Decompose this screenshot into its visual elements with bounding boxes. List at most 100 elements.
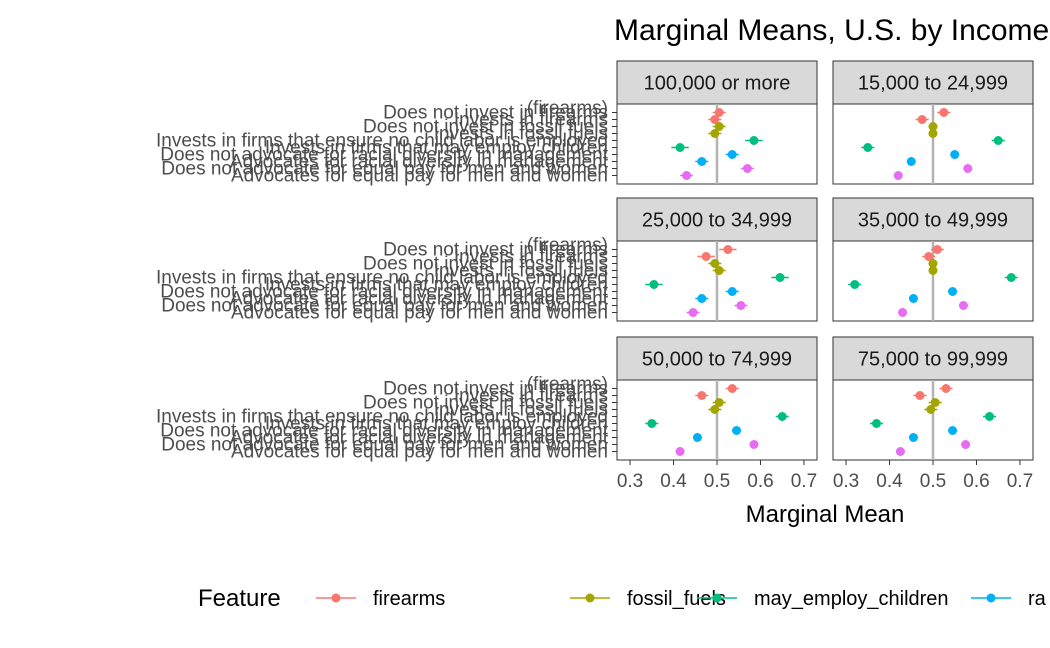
data-point [928, 259, 938, 268]
y-tick-label: Invests in firms that may employ childre… [265, 414, 608, 435]
y-tick-label: Advocates for racial diversity in manage… [230, 428, 609, 449]
data-point [727, 384, 737, 393]
y-tick-label: Invests in firearms [454, 110, 608, 131]
data-point [692, 433, 702, 442]
legend-label: fossil_fuels [627, 588, 726, 610]
data-point [714, 398, 724, 407]
y-tick-label: Does not invest in firearms [383, 240, 608, 261]
data-point [710, 115, 720, 124]
y-tick-label: Does not invest in firearms [383, 103, 608, 124]
data-point [714, 266, 724, 275]
legend-item: fossil_fuels [570, 588, 726, 610]
data-point [647, 419, 657, 428]
data-point [926, 405, 936, 414]
y-tick-label: Does not advocate for equal pay for men … [161, 296, 608, 317]
y-tick-label: Invests in firearms [454, 247, 608, 268]
y-tick-label: Does not invest in firearms [383, 379, 608, 400]
y-tick-label: Invests in firms that may employ childre… [265, 138, 608, 159]
facet-strip-label: 15,000 to 24,999 [858, 73, 1008, 95]
x-axis-title: Marginal Mean [746, 501, 905, 528]
x-tick-label: 0.6 [747, 471, 773, 492]
y-tick-label: Does not advocate for racial diversity i… [160, 282, 609, 303]
y-tick-label: Does not advocate for racial diversity i… [160, 145, 609, 166]
data-point [963, 164, 973, 173]
facet-panel: 75,000 to 99,999 [832, 336, 1034, 461]
x-tick-label: 0.7 [791, 471, 817, 492]
y-tick-label: Does not invest in fossil fuels [363, 254, 608, 275]
data-point [697, 294, 707, 303]
x-tick-label: 0.4 [660, 471, 687, 492]
data-point [749, 440, 759, 449]
data-point [675, 447, 685, 456]
facet-strip-label: 50,000 to 74,999 [642, 349, 792, 371]
data-point [727, 287, 737, 296]
y-tick-label: Invests in firms that ensure no child la… [156, 268, 608, 289]
facet-panel: 50,000 to 74,999 Does not invest in firea… [156, 336, 818, 463]
data-point [924, 252, 934, 261]
data-point [941, 384, 951, 393]
facet-strip [616, 336, 818, 381]
facet-panel: 35,000 to 49,999 [832, 197, 1034, 322]
data-point [908, 433, 918, 442]
y-tick-label: Invests in firms that ensure no child la… [156, 407, 608, 428]
y-tick-label: Advocates for equal pay for men and wome… [231, 166, 608, 187]
data-point [675, 143, 685, 152]
data-point [697, 157, 707, 166]
legend-key-point [331, 593, 341, 603]
facet-panel: 100,000 or more Does not invest in firear… [156, 60, 818, 187]
data-point [714, 108, 724, 117]
x-tick-label: 0.5 [920, 471, 946, 492]
facet-strip-label: 25,000 to 34,999 [642, 210, 792, 232]
legend-key-point [585, 593, 595, 603]
legend-item: may_employ_children [697, 588, 949, 610]
data-point [850, 280, 860, 289]
data-point [928, 122, 938, 131]
data-point [749, 136, 759, 145]
data-point [950, 150, 960, 159]
x-tick-label: 0.7 [1007, 471, 1033, 492]
data-point [723, 245, 733, 254]
data-point [863, 143, 873, 152]
data-point [985, 412, 995, 421]
y-tick-label: Advocates for equal pay for men and wome… [231, 442, 608, 463]
legend-key-point [986, 593, 996, 603]
facet-panel: 25,000 to 34,999 Does not invest in firea… [156, 197, 818, 324]
x-tick-label: 0.3 [617, 471, 643, 492]
data-point [701, 252, 711, 261]
facet-strip [832, 60, 1034, 105]
data-point [928, 129, 938, 138]
y-tick-label: Advocates for racial diversity in manage… [230, 152, 609, 173]
facet-strip-label: 75,000 to 99,999 [858, 349, 1008, 371]
data-point [710, 405, 720, 414]
data-point [871, 419, 881, 428]
legend-item: ra [971, 588, 1047, 610]
data-point [777, 412, 787, 421]
x-tick-label: 0.3 [833, 471, 859, 492]
data-point [958, 301, 968, 310]
y-tick-label: Does not advocate for equal pay for men … [161, 159, 608, 180]
facet-panel: 15,000 to 24,999 [832, 60, 1034, 185]
y-tick-label: Advocates for equal pay for men and wome… [231, 303, 608, 324]
legend-label: ra [1028, 588, 1047, 610]
facet-strip [832, 197, 1034, 242]
data-point [928, 266, 938, 275]
data-point [895, 447, 905, 456]
x-tick-label: 0.4 [876, 471, 903, 492]
x-tick-label: 0.5 [704, 471, 730, 492]
facet-panels: 100,000 or more Does not invest in firear… [156, 60, 1034, 463]
legend-label: firearms [373, 588, 445, 610]
data-point [710, 129, 720, 138]
facet-strip-label: 100,000 or more [644, 73, 791, 95]
data-point [682, 171, 692, 180]
y-tick-label-fragment: (firearms) [527, 235, 608, 256]
y-tick-label-fragment: (firearms) [527, 98, 608, 119]
facet-strip [616, 197, 818, 242]
y-tick-label: Does not invest in fossil fuels [363, 393, 608, 414]
data-point [893, 171, 903, 180]
y-tick-label: Advocates for racial diversity in manage… [230, 289, 609, 310]
legend-item: firearms [316, 588, 445, 610]
y-tick-label: Invests in fossil fuels [434, 400, 608, 421]
y-tick-label: Invests in firearms [454, 386, 608, 407]
chart-title: Marginal Means, U.S. by Income [614, 14, 1049, 47]
